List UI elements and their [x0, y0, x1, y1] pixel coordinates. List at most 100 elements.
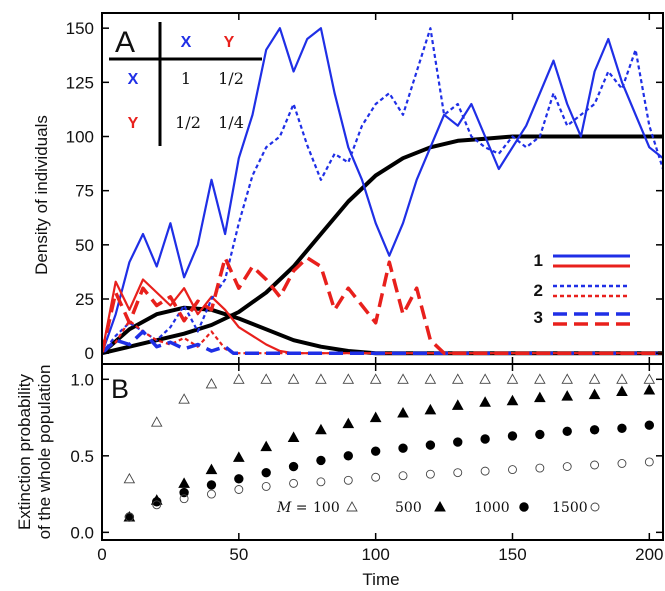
data-point-m-100 [260, 373, 272, 384]
inset-cell-xx: 1 [181, 69, 191, 88]
data-point-m-100 [561, 373, 573, 384]
panel-b-ytick-label: 1.0 [70, 370, 94, 389]
data-point-m-1000 [453, 437, 463, 447]
panel-b-legend: M = 100 500 1000 1500 [276, 500, 600, 516]
legend-marker-symbol-m-100 [346, 501, 358, 512]
panel-b-plot-area [123, 373, 656, 522]
data-point-m-100 [123, 472, 136, 484]
data-point-m-500 [588, 388, 601, 400]
data-point-m-1500 [371, 472, 381, 482]
data-point-m-1500 [617, 459, 627, 468]
data-point-m-500 [315, 423, 327, 435]
data-point-m-100 [369, 373, 382, 384]
data-point-m-500 [424, 403, 437, 415]
panel-b-y-axis-label-line1: Extinction probability [15, 374, 34, 530]
data-point-m-1500 [207, 489, 216, 499]
panel-b-ytick-label: 0.0 [70, 523, 94, 542]
data-point-m-100 [424, 373, 437, 384]
panel-a-ytick-label: 125 [66, 73, 94, 92]
data-point-m-1500 [316, 477, 326, 487]
data-point-m-100 [643, 373, 656, 384]
data-point-m-1500 [124, 512, 134, 522]
data-point-m-1500 [480, 466, 490, 476]
legend-label-1: 1 [534, 251, 543, 270]
data-point-m-1500 [562, 462, 572, 471]
data-point-m-100 [287, 373, 300, 384]
legend-label-3: 3 [534, 308, 543, 327]
data-point-m-100 [451, 373, 464, 384]
series-line-2-X-4 [102, 27, 663, 354]
data-point-m-500 [561, 390, 574, 401]
data-point-m-1500 [261, 481, 271, 491]
legend-marker-symbol-m-500 [434, 500, 446, 512]
series-line-3-X-6 [102, 329, 663, 355]
x-axis-tick-label: 0 [97, 545, 106, 564]
data-point-m-1000 [398, 443, 408, 453]
data-point-m-1000 [288, 461, 299, 472]
data-point-m-100 [150, 416, 163, 427]
x-axis-tick-label: 100 [361, 545, 389, 564]
data-point-m-100 [233, 373, 245, 384]
panel-b-label: B [111, 374, 129, 404]
panel-a-plot-area [102, 27, 663, 356]
data-point-m-1000 [152, 497, 162, 507]
legend-m-1500-label: 1500 [552, 500, 588, 516]
data-point-m-500 [643, 383, 656, 395]
inset-col-header-x: X [181, 34, 192, 51]
legend-marker-symbol-m-1000 [519, 502, 529, 512]
data-point-m-1000 [480, 434, 490, 444]
data-point-m-500 [205, 463, 218, 475]
inset-cell-yy: 1/4 [218, 113, 244, 132]
data-point-m-100 [534, 373, 546, 384]
data-point-m-500 [178, 477, 190, 488]
data-point-m-500 [287, 431, 300, 442]
panel-a-frame [101, 12, 664, 365]
data-point-m-1000 [234, 474, 244, 484]
data-point-m-1500 [590, 460, 600, 470]
panel-b-ytick-label: 0.5 [70, 447, 94, 466]
panel-b-y-axis-label-line2: of the whole population [35, 365, 54, 540]
data-point-m-1000 [425, 440, 436, 450]
panel-a-ytick-label: 25 [75, 290, 94, 309]
data-point-m-500 [451, 399, 464, 410]
legend-m-500-label: 500 [395, 500, 422, 516]
inset-table: X Y X Y 1 1/2 1/2 1/4 [109, 22, 262, 146]
panel-a-y-axis-label: Density of individuals [32, 115, 51, 275]
x-axis-tick-label: 50 [229, 545, 248, 564]
data-point-m-1000 [617, 423, 627, 433]
data-point-m-1500 [289, 478, 299, 488]
data-point-m-1500 [179, 494, 189, 504]
data-point-m-500 [342, 417, 355, 429]
data-point-m-500 [369, 411, 382, 423]
data-point-m-1500 [425, 469, 435, 479]
legend-marker-m-1000 [519, 502, 529, 512]
inset-row-header-x: X [128, 71, 139, 88]
series-line-3-Y-7 [102, 256, 663, 355]
x-axis-tick-label: 150 [498, 545, 526, 564]
inset-row-header-y: Y [128, 115, 139, 132]
panel-a-ytick-label: 100 [66, 128, 94, 147]
data-point-m-1000 [179, 487, 189, 498]
legend-marker-symbol-m-1500 [590, 502, 600, 512]
data-point-m-100 [205, 377, 218, 389]
legend-m-100-label: 100 [313, 500, 340, 516]
data-point-m-1500 [343, 475, 353, 485]
panel-b-axis-ticks: 0.0 0.5 1.0 0 50 100 150 200 [70, 364, 664, 564]
data-point-m-500 [616, 385, 628, 397]
data-point-m-1000 [644, 420, 655, 430]
data-point-m-100 [479, 373, 491, 384]
legend-marker-m-100 [346, 501, 358, 512]
panel-a-ytick-label: 0 [85, 344, 94, 363]
data-point-m-1500 [453, 468, 463, 478]
data-point-m-500 [506, 394, 519, 406]
data-point-m-100 [342, 373, 355, 384]
series-line-1-Y-3 [102, 278, 663, 355]
data-point-m-1500 [535, 463, 545, 473]
data-point-m-1000 [261, 467, 271, 478]
data-point-m-1000 [316, 455, 326, 466]
data-point-m-100 [397, 373, 409, 384]
x-axis-tick-label: 200 [635, 545, 663, 564]
data-point-m-500 [397, 406, 409, 418]
